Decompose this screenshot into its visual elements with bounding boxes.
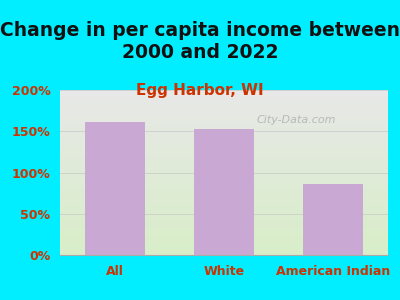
- Text: Change in per capita income between
2000 and 2022: Change in per capita income between 2000…: [0, 21, 400, 62]
- Text: City-Data.com: City-Data.com: [256, 115, 336, 125]
- Bar: [194, 129, 254, 255]
- Bar: [303, 184, 364, 255]
- Bar: [85, 122, 145, 255]
- Text: Egg Harbor, WI: Egg Harbor, WI: [136, 82, 264, 98]
